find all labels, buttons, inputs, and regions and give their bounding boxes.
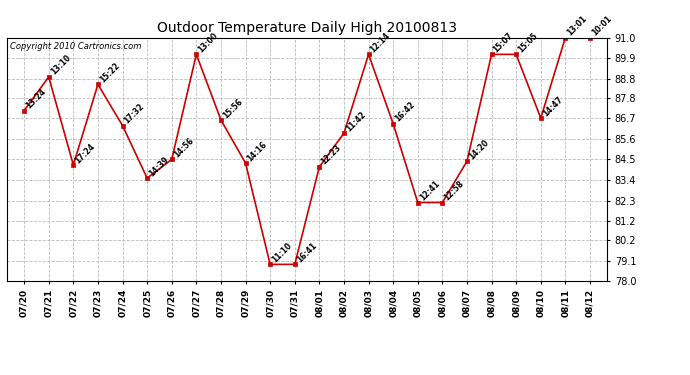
Text: 13:00: 13:00 bbox=[197, 31, 219, 54]
Text: 13:24: 13:24 bbox=[24, 87, 48, 111]
Text: 15:05: 15:05 bbox=[516, 31, 540, 54]
Text: 16:41: 16:41 bbox=[295, 241, 318, 264]
Text: 12:14: 12:14 bbox=[368, 31, 392, 54]
Text: 15:56: 15:56 bbox=[221, 97, 244, 120]
Text: 10:01: 10:01 bbox=[590, 14, 613, 38]
Text: 13:10: 13:10 bbox=[49, 54, 72, 77]
Text: 14:39: 14:39 bbox=[147, 155, 170, 178]
Text: 11:10: 11:10 bbox=[270, 241, 293, 264]
Text: 12:41: 12:41 bbox=[417, 179, 441, 203]
Text: 17:32: 17:32 bbox=[123, 102, 146, 126]
Text: 12:23: 12:23 bbox=[319, 144, 343, 167]
Text: 13:01: 13:01 bbox=[565, 14, 589, 38]
Text: 14:47: 14:47 bbox=[541, 94, 564, 118]
Text: 14:20: 14:20 bbox=[467, 138, 491, 161]
Text: 15:07: 15:07 bbox=[491, 31, 515, 54]
Text: 12:58: 12:58 bbox=[442, 179, 466, 203]
Text: 14:16: 14:16 bbox=[246, 140, 269, 163]
Text: 11:42: 11:42 bbox=[344, 110, 367, 133]
Text: 14:56: 14:56 bbox=[172, 136, 195, 159]
Text: 15:22: 15:22 bbox=[98, 61, 121, 84]
Title: Outdoor Temperature Daily High 20100813: Outdoor Temperature Daily High 20100813 bbox=[157, 21, 457, 35]
Text: 17:24: 17:24 bbox=[73, 141, 97, 165]
Text: 16:42: 16:42 bbox=[393, 100, 417, 124]
Text: Copyright 2010 Cartronics.com: Copyright 2010 Cartronics.com bbox=[10, 42, 141, 51]
